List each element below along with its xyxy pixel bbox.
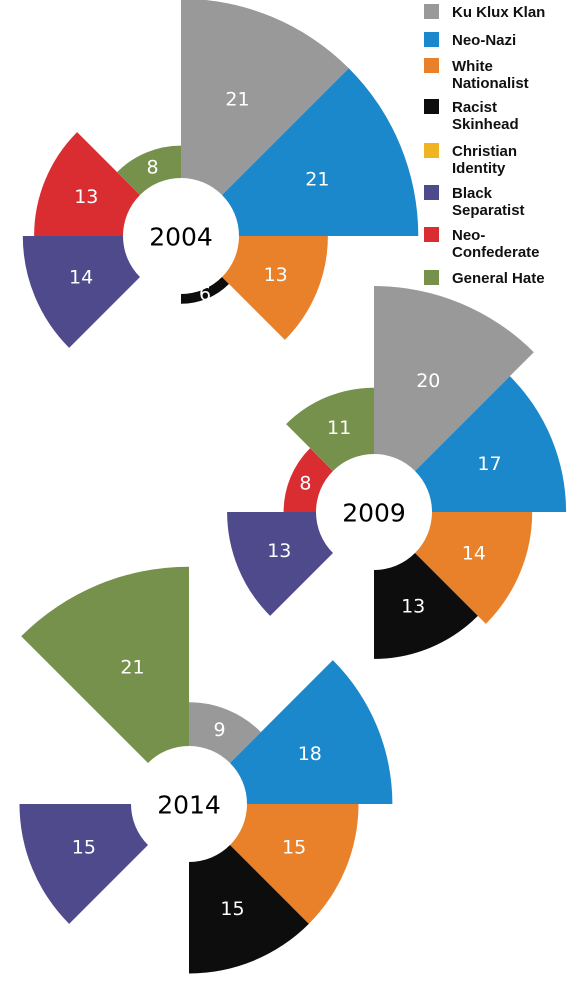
legend-label-racist-skinhead-line-2: Skinhead (452, 116, 519, 133)
legend-label-christian-identity-line-1: Christian (452, 143, 517, 160)
legend-label-ku-klux-klan: Ku Klux Klan (452, 4, 545, 21)
legend-label-neo-confederate-line-1: Neo- (452, 227, 485, 244)
value-label-2014-neo-nazi: 18 (298, 743, 322, 765)
value-label-2009-black-separatist: 13 (267, 540, 291, 562)
value-label-2014-christian-identity: 2 (168, 830, 180, 852)
value-label-2009-white-nationalist: 14 (462, 542, 486, 564)
legend-swatch-neo-confederate (424, 227, 439, 242)
value-label-2009-neo-confederate: 8 (299, 473, 311, 495)
slice-2009-ku-klux-klan (374, 286, 534, 512)
value-label-2004-racist-skinhead: 6 (199, 283, 211, 305)
value-label-2004-ku-klux-klan: 21 (225, 89, 249, 111)
slice-2009-neo-nazi (374, 376, 567, 512)
legend-swatch-racist-skinhead (424, 99, 439, 114)
slice-2014-general-hate (21, 566, 190, 804)
legend-swatch-black-separatist (424, 185, 439, 200)
value-label-2004-general-hate: 8 (147, 156, 159, 178)
year-label-2014: 2014 (157, 791, 221, 820)
legend-swatch-general-hate (424, 270, 439, 285)
legend-swatch-christian-identity (424, 143, 439, 158)
legend-label-white-nationalist-line-2: Nationalist (452, 75, 529, 92)
slice-2004-ku-klux-klan (181, 0, 349, 236)
value-label-2004-neo-confederate: 13 (74, 186, 98, 208)
center-hole-2009 (316, 454, 432, 570)
year-label-2004: 2004 (149, 223, 213, 252)
value-label-2014-black-separatist: 15 (72, 837, 96, 859)
value-label-2009-racist-skinhead: 13 (401, 596, 425, 618)
value-label-2014-neo-confederate: 5 (130, 771, 142, 793)
value-label-2014-ku-klux-klan: 9 (214, 719, 226, 741)
legend-label-racist-skinhead-line-1: Racist (452, 99, 497, 116)
legend-swatch-neo-nazi (424, 32, 439, 47)
value-label-2004-white-nationalist: 13 (264, 264, 288, 286)
legend-swatch-white-nationalist (424, 58, 439, 73)
legend-label-neo-nazi: Neo-Nazi (452, 32, 516, 49)
year-label-2009: 2009 (342, 499, 406, 528)
value-label-2004-black-separatist: 14 (69, 266, 93, 288)
value-label-2009-christian-identity: 4 (348, 549, 360, 571)
center-hole-2014 (131, 746, 247, 862)
value-label-2004-christian-identity: 4 (155, 273, 167, 295)
legend-label-general-hate: General Hate (452, 270, 545, 287)
value-label-2009-general-hate: 11 (327, 417, 351, 439)
value-label-2009-ku-klux-klan: 20 (416, 370, 440, 392)
center-hole-2004 (123, 178, 239, 294)
value-label-2014-white-nationalist: 15 (282, 837, 306, 859)
legend-label-white-nationalist-line-1: White (452, 58, 493, 75)
slice-2004-neo-nazi (181, 68, 419, 236)
value-label-2014-racist-skinhead: 15 (220, 898, 244, 920)
rose-chart-2009: 20 17 14 13 4 13 8 11 2009 (227, 286, 567, 659)
legend-label-christian-identity-line-2: Identity (452, 160, 506, 177)
value-label-2004-neo-nazi: 21 (305, 169, 329, 191)
legend-label-neo-confederate-line-2: Confederate (452, 244, 540, 261)
legend-swatch-ku-klux-klan (424, 4, 439, 19)
legend-label-black-separatist-line-2: Separatist (452, 202, 525, 219)
value-label-2009-neo-nazi: 17 (477, 453, 501, 475)
legend-label-black-separatist-line-1: Black (452, 185, 493, 202)
slice-2014-neo-nazi (189, 660, 393, 804)
rose-chart-2014: 9 18 15 15 2 15 5 21 2014 (19, 566, 393, 974)
rose-chart-2004: 21 21 13 6 4 14 13 8 2004 (22, 0, 419, 348)
value-label-2014-general-hate: 21 (120, 657, 144, 679)
